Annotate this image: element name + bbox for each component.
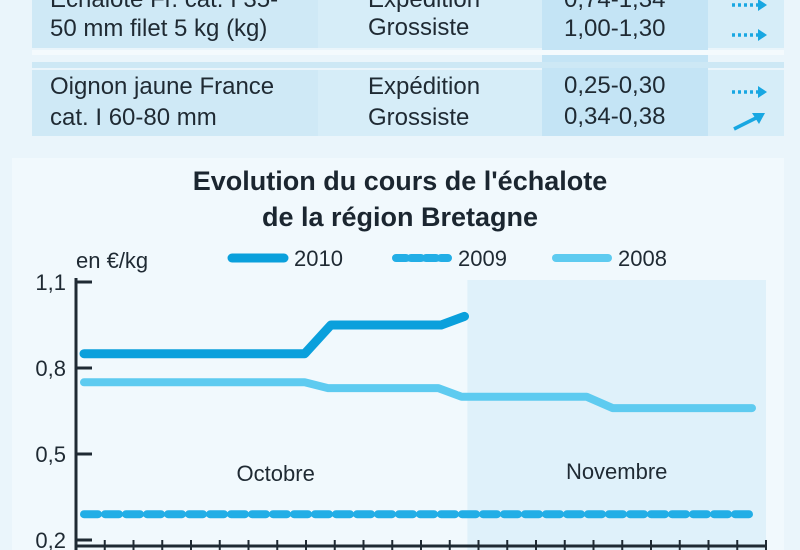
product-name-line1: Oignon jaune France [50,73,275,100]
chart-subtitle: de la région Bretagne [261,202,539,232]
stable-arrow-icon [732,86,767,98]
stable-arrow-icon [732,29,767,41]
product-cell-background [32,70,318,136]
chart-axes: 0,2 0,5 0,8 1,1 [35,270,767,550]
price-range-wholesale: 1,00-1,30 [564,15,666,42]
market-stage-wholesale: Grossiste [368,14,470,41]
y-tick-label: 0,5 [35,442,66,467]
november-band [467,280,766,550]
price-cell-background [542,0,708,48]
market-stage-shipping: Expédition [368,0,480,15]
chart-series [79,311,756,519]
legend-label-2008: 2008 [618,246,667,271]
y-tick-label: 1,1 [35,270,66,295]
legend-label-2009: 2009 [458,246,507,271]
period-label-october: Octobre [237,461,315,486]
row-separator [32,62,784,68]
period-label-november: Novembre [566,459,667,484]
series-line-2010 [79,311,469,359]
table-row-onion: Oignon jaune France cat. I 60-80 mm Expé… [32,70,784,136]
legend-label-2010: 2010 [294,246,343,271]
price-cell-background [542,70,708,136]
product-name-line2: cat. I 60-80 mm [50,104,217,131]
chart-legend: 2010 2009 2008 [227,246,667,271]
market-stage-shipping: Expédition [368,73,481,100]
table-row-shallot: Échalote Fr. cat. I 35- 50 mm filet 5 kg… [32,0,784,48]
rising-arrow-icon [733,113,765,131]
stable-arrow-icon [732,0,767,11]
y-tick-label: 0,2 [35,528,66,550]
y-tick-label: 0,8 [35,356,66,381]
y-axis-unit-label: en €/kg [76,248,148,273]
market-stage-wholesale: Grossiste [368,104,470,131]
series-line-2008 [80,378,756,413]
price-range-shipping: 0,74-1,34 [564,0,665,15]
price-range-wholesale: 0,34-0,38 [564,103,666,130]
product-name-line2: 50 mm filet 5 kg (kg) [50,15,268,42]
row-separator [32,50,784,55]
chart-title: Evolution du cours de l'échalote [192,166,608,196]
price-range-shipping: 0,25-0,30 [564,72,666,99]
product-cell-background [32,0,318,48]
product-name-line1: Échalote Fr. cat. I 35- [50,0,278,15]
